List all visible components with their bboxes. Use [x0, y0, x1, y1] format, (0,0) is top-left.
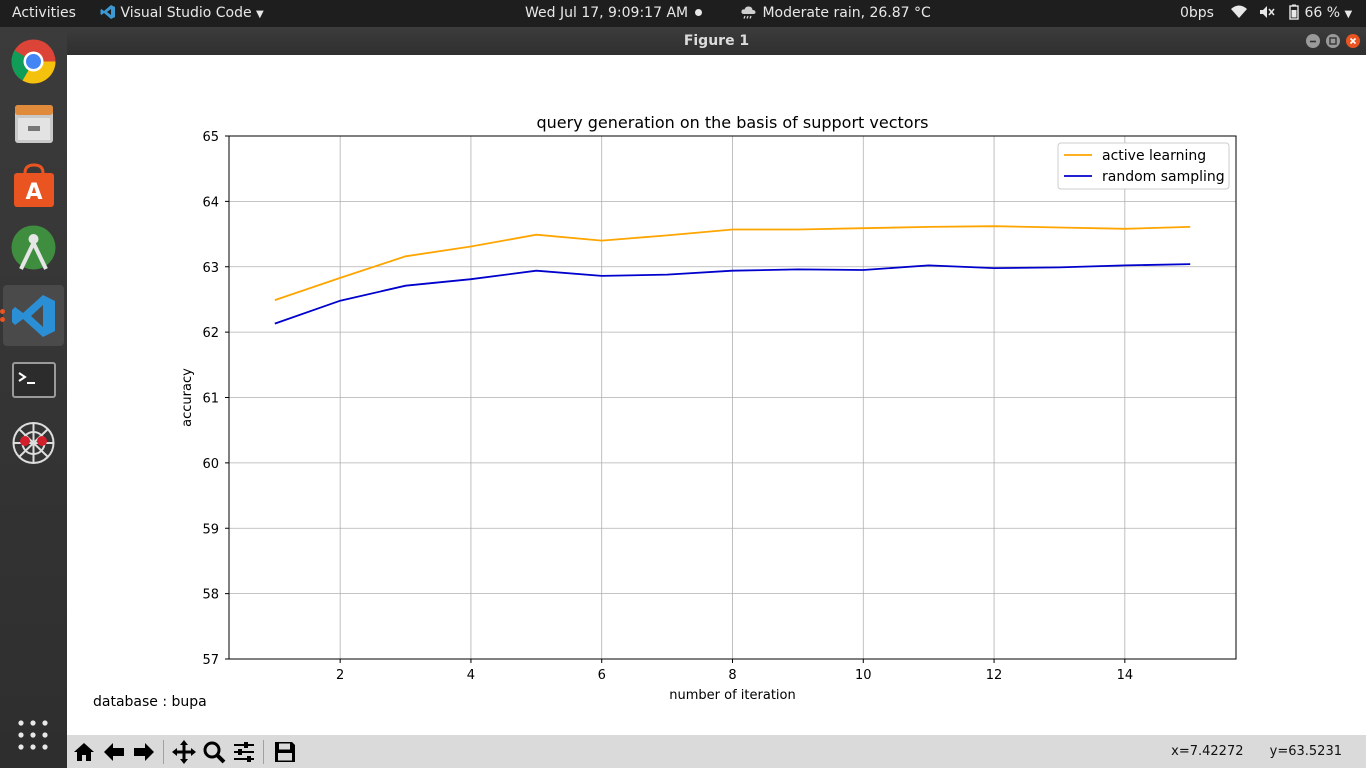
- launcher-dock: A: [0, 27, 67, 768]
- y-axis-label: accuracy: [180, 368, 195, 427]
- y-readout: y=63.5231: [1269, 744, 1342, 759]
- vscode-small-icon: [100, 5, 115, 19]
- x-tick-label: 4: [467, 668, 475, 683]
- pan-icon: [172, 740, 196, 764]
- forward-icon: [134, 743, 154, 761]
- series-line-random-sampling: [274, 263, 1191, 325]
- y-tick-label: 63: [202, 261, 219, 276]
- chevron-down-icon: ▼: [256, 9, 264, 20]
- zoom-button[interactable]: [200, 738, 228, 766]
- files-icon: [15, 105, 53, 143]
- net-speed[interactable]: 0bps: [1180, 5, 1214, 21]
- y-tick-label: 58: [202, 588, 219, 603]
- legend-label: random sampling: [1102, 169, 1225, 185]
- y-tick-label: 60: [202, 457, 219, 472]
- x-tick-label: 6: [598, 668, 606, 683]
- grid: [229, 135, 1236, 660]
- x-tick-label: 10: [855, 668, 872, 683]
- y-tick-label: 61: [202, 392, 219, 407]
- zoom-icon: [203, 741, 226, 764]
- series-line-active-learning: [274, 225, 1191, 301]
- y-tick-label: 57: [202, 653, 219, 668]
- y-tick-label: 59: [202, 522, 219, 537]
- chrome-launcher[interactable]: [3, 31, 64, 92]
- x-readout: x=7.42272: [1171, 744, 1244, 759]
- spider-icon: [12, 422, 55, 464]
- chart-title: query generation on the basis of support…: [536, 113, 928, 132]
- battery-icon: [1289, 4, 1299, 20]
- back-button[interactable]: [100, 738, 128, 766]
- line-chart: 2 4 6 8 10 12 14 57 58 59 60 61 62 63 64 65 query gener…: [93, 113, 1237, 710]
- spider-launcher[interactable]: [3, 411, 64, 472]
- notification-dot-icon: [694, 9, 702, 16]
- x-tick-label: 14: [1117, 668, 1134, 683]
- clock[interactable]: Wed Jul 17, 9:09:17 AM: [525, 0, 702, 27]
- cursor-coordinates: x=7.42272 y=63.5231: [1149, 735, 1342, 768]
- save-icon: [275, 742, 295, 762]
- save-button[interactable]: [271, 738, 299, 766]
- volume-muted-icon[interactable]: [1258, 0, 1276, 27]
- y-tick-label: 64: [202, 195, 219, 210]
- maximize-icon: [1329, 37, 1337, 45]
- weather-label: Moderate rain, 26.87 °C: [762, 5, 931, 21]
- pan-button[interactable]: [170, 738, 198, 766]
- terminal-launcher[interactable]: [3, 349, 64, 410]
- x-tick-label: 12: [986, 668, 1003, 683]
- battery-label: 66 %: [1304, 5, 1341, 21]
- weather-indicator[interactable]: Moderate rain, 26.87 °C: [740, 0, 931, 27]
- window-title: Figure 1: [683, 33, 750, 49]
- wifi-icon[interactable]: [1230, 0, 1248, 27]
- terminal-icon: [12, 362, 56, 398]
- close-button[interactable]: [1346, 34, 1360, 48]
- home-button[interactable]: [70, 738, 98, 766]
- database-annotation: database : bupa: [93, 694, 207, 710]
- vscode-launcher[interactable]: [0, 285, 64, 346]
- active-indicator: [0, 309, 5, 314]
- show-apps-icon: [18, 720, 48, 750]
- window-title-bar[interactable]: Figure 1: [67, 27, 1366, 55]
- y-tick-label: 65: [202, 130, 219, 145]
- battery-indicator[interactable]: 66 % ▼: [1288, 0, 1352, 27]
- android-studio-icon: [11, 225, 56, 270]
- android-studio-launcher[interactable]: [3, 217, 64, 278]
- files-launcher[interactable]: [3, 93, 64, 154]
- figure-toolbar: x=7.42272 y=63.5231: [67, 735, 1366, 768]
- ticks: 2 4 6 8 10 12 14 57 58 59 60 61 62 63 64 65: [202, 130, 1133, 683]
- software-center-launcher[interactable]: A: [3, 155, 64, 216]
- vscode-icon: [12, 295, 55, 337]
- maximize-button[interactable]: [1326, 34, 1340, 48]
- chrome-icon: [11, 39, 56, 84]
- activities-button[interactable]: Activities: [12, 5, 76, 21]
- back-icon: [104, 743, 124, 761]
- x-axis-label: number of iteration: [669, 688, 795, 703]
- configure-subplots-icon: [234, 742, 254, 762]
- active-indicator: [0, 317, 5, 322]
- chevron-down-icon: ▼: [1344, 9, 1353, 20]
- show-apps-button[interactable]: [17, 719, 49, 751]
- toolbar-separator: [263, 740, 264, 764]
- close-icon: [1349, 37, 1357, 45]
- svg-text:A: A: [25, 180, 42, 205]
- series-layer: [274, 225, 1191, 325]
- home-icon: [74, 743, 94, 761]
- y-tick-label: 62: [202, 326, 219, 341]
- software-center-icon: A: [14, 163, 54, 207]
- forward-button[interactable]: [130, 738, 158, 766]
- minimize-icon: [1310, 40, 1316, 43]
- system-top-bar: Activities Visual Studio Code ▼ Wed Jul …: [0, 0, 1366, 27]
- legend-box: [1057, 142, 1230, 190]
- configure-subplots-button[interactable]: [230, 738, 258, 766]
- minimize-button[interactable]: [1306, 34, 1320, 48]
- figure-canvas[interactable]: 2 4 6 8 10 12 14 57 58 59 60 61 62 63 64 65 query gener…: [67, 55, 1366, 735]
- toolbar-separator: [163, 740, 164, 764]
- legend-label: active learning: [1102, 148, 1206, 164]
- app-menu-label: Visual Studio Code: [120, 5, 252, 21]
- x-tick-label: 8: [728, 668, 736, 683]
- x-tick-label: 2: [336, 668, 344, 683]
- legend: active learning random sampling: [1057, 142, 1230, 190]
- clock-label: Wed Jul 17, 9:09:17 AM: [525, 5, 689, 21]
- app-menu[interactable]: Visual Studio Code ▼: [100, 0, 264, 27]
- rain-cloud-icon: [741, 6, 756, 19]
